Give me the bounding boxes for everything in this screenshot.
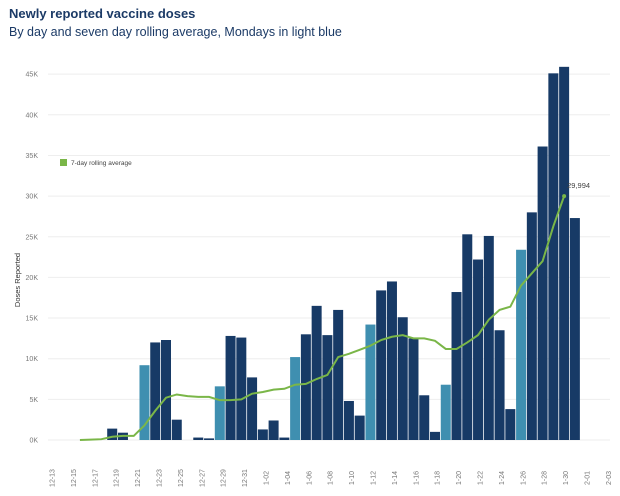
bar-1-28	[548, 73, 559, 440]
y-tick-label: 30K	[26, 194, 39, 201]
x-tick-label: 1-18	[435, 471, 442, 485]
bar-1-10	[354, 415, 365, 440]
rolling-average-line	[79, 194, 567, 441]
chart-subtitle: By day and seven day rolling average, Mo…	[9, 25, 342, 39]
rolling-average-path	[79, 195, 566, 441]
x-tick-label: 1-10	[349, 471, 356, 485]
bars	[107, 66, 580, 440]
bar-12-24	[171, 419, 182, 440]
x-tick-label: 12-21	[135, 469, 142, 487]
bar-1-09	[343, 400, 354, 440]
bar-12-29	[225, 335, 236, 440]
chart-title: Newly reported vaccine doses	[9, 6, 196, 21]
bar-1-16	[419, 395, 430, 440]
y-tick-label: 20K	[26, 275, 39, 282]
bar-1-14	[397, 317, 408, 440]
legend-label: 7-day rolling average	[71, 160, 132, 167]
bar-12-26	[193, 437, 204, 440]
bar-1-30	[569, 218, 580, 440]
x-tick-label: 12-15	[71, 469, 78, 487]
bar-1-11	[365, 324, 376, 440]
y-axis-ticks: 0K 5K 10K 15K 20K 25K 30K 35K 40K 45K	[26, 72, 39, 445]
x-tick-label: 1-22	[478, 471, 485, 485]
x-tick-label: 12-25	[178, 469, 185, 487]
x-tick-label: 12-19	[114, 469, 121, 487]
bar-1-03	[279, 437, 290, 440]
bar-1-04	[290, 357, 301, 440]
annotation-label: 29,994	[567, 181, 590, 190]
x-tick-label: 2-03	[606, 471, 613, 485]
y-axis-label: Doses Reported	[13, 253, 22, 307]
bar-1-19	[451, 292, 462, 440]
bar-12-18	[107, 428, 118, 440]
x-axis-ticks: 12-13 12-15 12-17 12-19 12-21 12-23 12-25 12-27…	[50, 469, 613, 487]
legend: 7-day rolling average	[60, 159, 132, 167]
bar-12-31	[247, 377, 258, 440]
bar-1-13	[386, 281, 397, 440]
x-tick-label: 1-26	[520, 471, 527, 485]
bar-1-23	[494, 330, 505, 440]
x-tick-label: 2-01	[585, 471, 592, 485]
bar-1-17	[430, 431, 440, 440]
bar-1-24	[505, 409, 516, 440]
x-tick-label: 12-23	[157, 469, 164, 487]
bar-1-05	[300, 334, 311, 440]
x-tick-label: 1-28	[542, 471, 549, 485]
bar-1-08	[333, 309, 344, 440]
bar-1-29	[559, 66, 570, 440]
bar-1-06	[311, 305, 322, 440]
x-tick-label: 12-17	[92, 469, 99, 487]
legend-swatch	[60, 159, 67, 166]
x-tick-label: 1-12	[371, 471, 378, 485]
bar-12-28	[214, 386, 225, 440]
y-tick-label: 0K	[29, 438, 38, 445]
x-tick-label: 1-06	[306, 471, 313, 485]
x-tick-label: 1-04	[285, 471, 292, 485]
x-tick-label: 1-20	[456, 471, 463, 485]
rolling-average-end-point	[562, 194, 567, 199]
x-tick-label: 1-08	[328, 471, 335, 485]
bar-12-23	[161, 340, 171, 440]
x-tick-label: 1-24	[499, 471, 506, 485]
bar-1-26	[526, 212, 537, 440]
bar-1-02	[268, 420, 279, 440]
x-tick-label: 12-27	[199, 469, 206, 487]
x-tick-label: 12-31	[242, 469, 249, 487]
x-tick-label: 12-29	[221, 469, 228, 487]
x-tick-label: 12-13	[50, 469, 57, 487]
bar-1-07	[322, 335, 333, 440]
y-tick-label: 5K	[29, 397, 38, 404]
y-tick-label: 10K	[26, 356, 39, 363]
bar-12-27	[204, 438, 215, 440]
bar-1-21	[473, 259, 484, 440]
bar-12-22	[150, 342, 161, 440]
y-tick-label: 35K	[26, 153, 39, 160]
bar-1-18	[440, 384, 451, 440]
y-tick-label: 40K	[26, 112, 39, 119]
bar-1-20	[462, 234, 473, 440]
bar-1-25	[516, 249, 527, 440]
x-tick-label: 1-30	[563, 471, 570, 485]
y-tick-label: 15K	[26, 316, 39, 323]
bar-12-30	[236, 337, 247, 440]
y-tick-label: 45K	[26, 72, 39, 79]
bar-1-27	[537, 146, 548, 440]
bar-1-12	[376, 290, 387, 440]
bar-1-22	[483, 235, 494, 440]
x-tick-label: 1-16	[413, 471, 420, 485]
x-tick-label: 1-14	[392, 471, 399, 485]
bar-1-15	[408, 338, 419, 440]
y-tick-label: 25K	[26, 234, 39, 241]
bar-12-21	[139, 365, 150, 440]
bar-1-01	[257, 429, 268, 440]
x-tick-label: 1-02	[264, 471, 271, 485]
